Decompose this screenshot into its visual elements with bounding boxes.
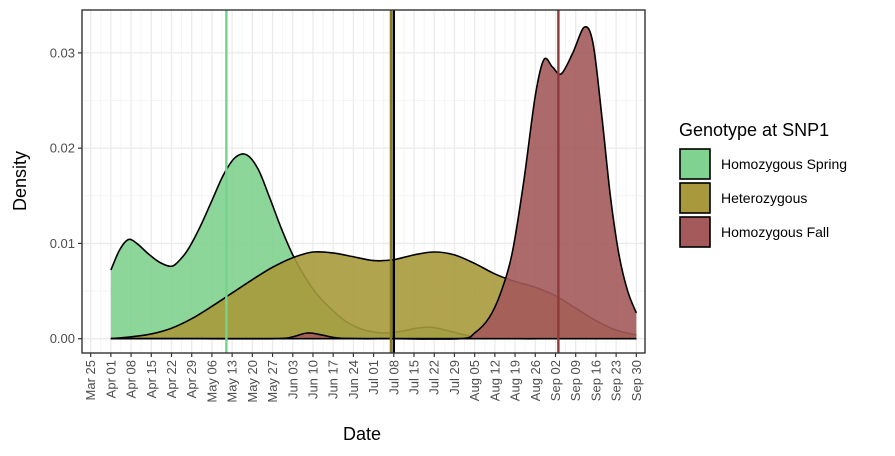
x-axis: Mar 25 Apr 01 Apr 08 Apr 15 Apr 22 Apr 29 May … [83,353,644,403]
legend: Genotype at SNP1 Homozygous Spring Hetero… [679,120,847,248]
x-tick-label: Jul 08 [386,360,401,395]
x-tick-label: Aug 12 [487,360,502,401]
x-tick-label: Aug 05 [467,360,482,401]
legend-key-homozygous-spring [679,148,711,180]
x-tick-label: Jul 01 [366,360,381,395]
y-tick-label: 0.01 [50,236,75,251]
x-tick-label: Jul 29 [447,360,462,395]
x-tick-label: Sep 23 [609,360,624,401]
legend-label-heterozygous: Heterozygous [721,190,807,206]
mean-lines [225,10,560,353]
x-tick-label: May 27 [265,360,280,403]
x-tick-label: Aug 19 [508,360,523,401]
x-tick-label: Sep 30 [629,360,644,401]
x-tick-label: Jul 15 [407,360,422,395]
x-tick-label: May 06 [204,360,219,403]
x-tick-label: Apr 01 [103,360,118,398]
x-axis-title: Date [343,424,381,444]
x-tick-label: Sep 16 [588,360,603,401]
y-axis-title: Density [10,151,30,211]
x-tick-label: Apr 15 [144,360,159,398]
x-tick-label: Jun 03 [285,360,300,399]
x-tick-label: May 13 [225,360,240,403]
legend-label-homozygous-spring: Homozygous Spring [721,156,847,172]
legend-key-heterozygous [679,182,711,214]
x-tick-label: Jul 22 [427,360,442,395]
x-tick-label: Jun 10 [305,360,320,399]
density-areas [110,25,638,340]
x-tick-label: Aug 26 [528,360,543,401]
x-tick-label: Jun 17 [326,360,341,399]
x-tick-label: Sep 02 [548,360,563,401]
density-area-homozygous-fall [110,26,637,340]
legend-label-homozygous-fall: Homozygous Fall [721,224,829,240]
y-axis: 0.00 0.01 0.02 0.03 [50,45,82,346]
x-tick-label: Apr 29 [184,360,199,398]
legend-title: Genotype at SNP1 [679,120,829,140]
x-tick-label: Jun 24 [346,360,361,399]
legend-key-homozygous-fall [679,216,711,248]
y-tick-label: 0.00 [50,331,75,346]
density-curve-homozygous-fall [110,25,638,340]
y-tick-label: 0.02 [50,141,75,156]
y-tick-label: 0.03 [50,45,75,60]
x-tick-label: Apr 22 [164,360,179,398]
x-tick-label: May 20 [245,360,260,403]
plot-border [81,9,646,354]
x-tick-label: Mar 25 [83,360,98,400]
x-tick-label: Apr 08 [124,360,139,398]
x-tick-label: Sep 09 [568,360,583,401]
